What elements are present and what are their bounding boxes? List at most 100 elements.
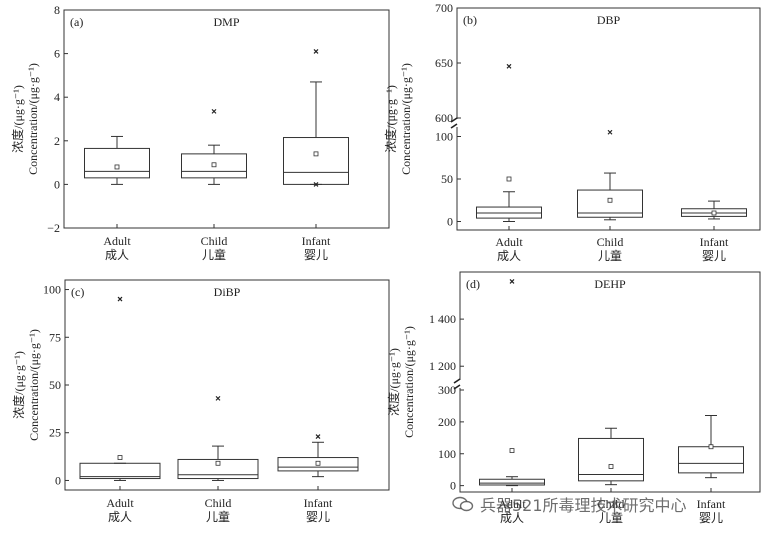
iqr-box	[577, 189, 643, 218]
outlier-marker	[506, 63, 512, 69]
mean-marker	[315, 460, 321, 466]
panel-title: DMP	[213, 15, 239, 29]
box-infant	[681, 200, 747, 220]
panel-dibp: 0 25 50 75 100 浓度/(μg·g⁻¹) Concentration/(μg·g…	[11, 279, 390, 524]
y-tick-label: 1 200	[429, 359, 456, 373]
box-adult	[479, 278, 545, 487]
y-axis-label-en: Concentration/(μg·g⁻¹)	[402, 326, 416, 438]
axis-break-gap	[453, 119, 462, 127]
y-tick-label: 0	[55, 473, 61, 487]
panel-title: DiBP	[214, 285, 241, 299]
y-axis-label-en: Concentration/(μg·g⁻¹)	[399, 63, 413, 175]
mean-marker	[114, 164, 120, 170]
outlier-marker	[315, 434, 321, 439]
category-label-en: Adult	[103, 234, 131, 248]
watermark-text: 兵器521所毒理技术研究中心	[480, 496, 687, 515]
iqr-box	[181, 153, 247, 179]
plot-frame	[459, 271, 761, 493]
y-tick-label: 25	[49, 426, 61, 440]
y-tick-label: 100	[438, 447, 456, 461]
y-axis-label-cn: 浓度/(μg·g⁻¹)	[10, 85, 25, 153]
y-tick-label: 300	[438, 383, 456, 397]
axis-break-gap	[456, 380, 465, 388]
category-label-cn: 婴儿	[699, 511, 723, 525]
category-label-en: Infant	[302, 234, 331, 248]
y-tick-label: 0	[447, 215, 453, 229]
box-infant	[283, 48, 349, 187]
y-axis-label-cn: 浓度/(μg·g⁻¹)	[386, 348, 401, 416]
mean-marker	[215, 460, 221, 466]
category-label-cn: 婴儿	[304, 248, 328, 262]
outlier-marker	[211, 108, 217, 114]
category-label-cn: 儿童	[206, 509, 230, 524]
iqr-box	[177, 458, 259, 480]
category-label-en: Infant	[700, 235, 729, 249]
plot-frame	[63, 9, 390, 229]
category-label-cn: 成人	[497, 249, 521, 263]
mean-marker	[509, 448, 515, 453]
y-tick-label: 200	[438, 415, 456, 429]
y-tick-label: 600	[435, 111, 453, 125]
iqr-box	[479, 478, 545, 486]
outlier-marker	[509, 278, 515, 284]
outlier-marker	[313, 48, 319, 54]
mean-marker	[711, 210, 717, 216]
box-infant	[678, 415, 744, 479]
y-axis-label-cn: 浓度/(μg·g⁻¹)	[11, 351, 26, 419]
panel-label: (c)	[71, 285, 84, 299]
box-child	[177, 395, 259, 481]
category-label-cn: 儿童	[599, 510, 623, 525]
plot-frame	[456, 7, 761, 231]
y-axis-label-en: Concentration/(μg·g⁻¹)	[26, 63, 40, 175]
y-tick-label: 75	[49, 330, 61, 344]
category-label-en: Child	[201, 234, 228, 248]
box-adult	[476, 63, 542, 222]
panel-label: (d)	[466, 277, 480, 291]
y-tick-label: 8	[54, 3, 60, 17]
panel-dehp: 0 100 200 300 1 200 1 400 浓度/(μg·g⁻¹) Concentra…	[386, 271, 761, 525]
category-label-en: Child	[205, 496, 232, 510]
category-label-en: Adult	[498, 497, 526, 511]
category-label-en: Adult	[495, 235, 523, 249]
iqr-box	[277, 457, 359, 472]
y-tick-label: 100	[43, 283, 61, 297]
box-child	[578, 427, 644, 486]
mean-marker	[506, 176, 512, 182]
y-tick-label: 4	[54, 90, 60, 104]
mean-marker	[608, 464, 614, 469]
category-label-cn: 儿童	[598, 248, 622, 263]
y-tick-label: 1 400	[429, 312, 456, 326]
iqr-box	[578, 437, 644, 482]
box-infant	[277, 434, 359, 478]
iqr-box	[84, 147, 150, 179]
axis-break-mark	[450, 117, 458, 129]
box-adult	[79, 296, 161, 481]
category-label-cn: 婴儿	[702, 249, 726, 263]
panel-label: (a)	[70, 15, 83, 29]
axis-break-mark	[453, 378, 461, 390]
y-tick-label: 50	[441, 172, 453, 186]
category-label-cn: 儿童	[202, 247, 226, 262]
y-tick-label: 0	[54, 177, 60, 191]
outlier-marker	[117, 296, 123, 302]
outlier-marker	[607, 129, 613, 135]
outlier-marker	[215, 395, 221, 401]
mean-marker	[708, 444, 714, 450]
outlier-marker	[313, 181, 319, 187]
y-tick-label: 0	[450, 479, 456, 493]
mean-marker	[211, 162, 217, 168]
mean-marker	[607, 197, 613, 203]
plot-frame	[64, 279, 390, 491]
category-label-cn: 成人	[108, 510, 132, 524]
category-label-en: Infant	[304, 496, 333, 510]
y-tick-label: 6	[54, 47, 60, 61]
panel-title: DBP	[597, 13, 621, 27]
category-label-en: Infant	[697, 497, 726, 511]
category-label-en: Child	[597, 235, 624, 249]
panel-dbp: 0 50 100 600 650 700 浓度/(μg·g⁻¹) Concentration/…	[383, 1, 761, 263]
panel-label: (b)	[463, 13, 477, 27]
y-tick-label: −2	[47, 221, 60, 235]
box-child	[577, 129, 643, 221]
category-label-en: Adult	[106, 496, 134, 510]
